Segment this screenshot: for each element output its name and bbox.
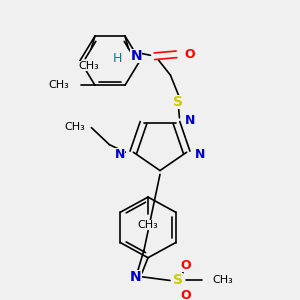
Text: CH₃: CH₃: [79, 61, 99, 71]
Text: CH₃: CH₃: [64, 122, 86, 132]
Text: O: O: [181, 289, 191, 300]
Text: CH₃: CH₃: [138, 220, 158, 230]
Text: H: H: [113, 52, 122, 64]
Text: S: S: [173, 274, 183, 287]
Text: N: N: [130, 49, 142, 63]
Text: N: N: [115, 148, 125, 160]
Text: CH₃: CH₃: [48, 80, 69, 90]
Text: O: O: [184, 48, 195, 61]
Text: N: N: [195, 148, 205, 160]
Text: S: S: [173, 95, 184, 109]
Text: N: N: [184, 114, 195, 127]
Text: O: O: [181, 259, 191, 272]
Text: CH₃: CH₃: [212, 275, 233, 286]
Text: N: N: [130, 270, 142, 284]
